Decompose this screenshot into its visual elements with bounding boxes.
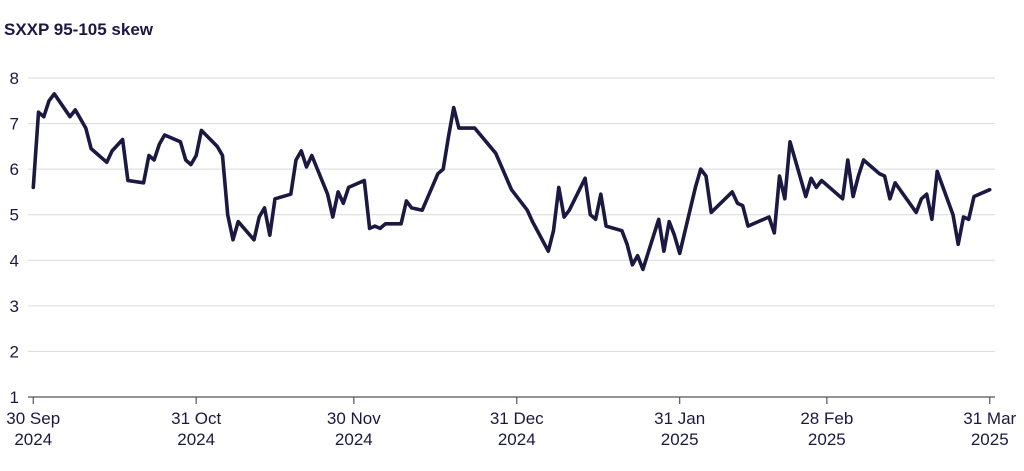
x-tick-label: 31 Dec 2024 bbox=[490, 409, 544, 449]
x-tick-label: 30 Nov 2024 bbox=[327, 409, 381, 449]
x-tick-label: 30 Sep 2024 bbox=[6, 409, 60, 449]
x-axis-ticks: 30 Sep 2024 31 Oct 2024 30 Nov 2024 31 Dec 2024… bbox=[6, 397, 1017, 449]
y-axis-ticks: 1 2 3 4 5 6 7 8 bbox=[10, 69, 19, 407]
y-tick-label: 4 bbox=[10, 251, 19, 270]
y-tick-label: 3 bbox=[10, 297, 19, 316]
series-layer bbox=[31, 92, 992, 272]
x-tick-label: 31 Oct 2024 bbox=[171, 409, 221, 449]
x-tick-label: 31 Mar 2025 bbox=[963, 409, 1016, 449]
y-tick-label: 2 bbox=[10, 342, 19, 361]
y-tick-label: 7 bbox=[10, 115, 19, 134]
y-tick-label: 1 bbox=[10, 388, 19, 407]
x-tick-label: 28 Feb 2025 bbox=[800, 409, 853, 449]
y-tick-label: 8 bbox=[10, 69, 19, 88]
x-tick-label: 31 Jan 2025 bbox=[654, 409, 705, 449]
gridlines bbox=[28, 77, 995, 398]
chart-title: SXXP 95-105 skew bbox=[4, 20, 154, 39]
y-tick-label: 6 bbox=[10, 160, 19, 179]
series-line bbox=[31, 92, 992, 272]
y-tick-label: 5 bbox=[10, 206, 19, 225]
